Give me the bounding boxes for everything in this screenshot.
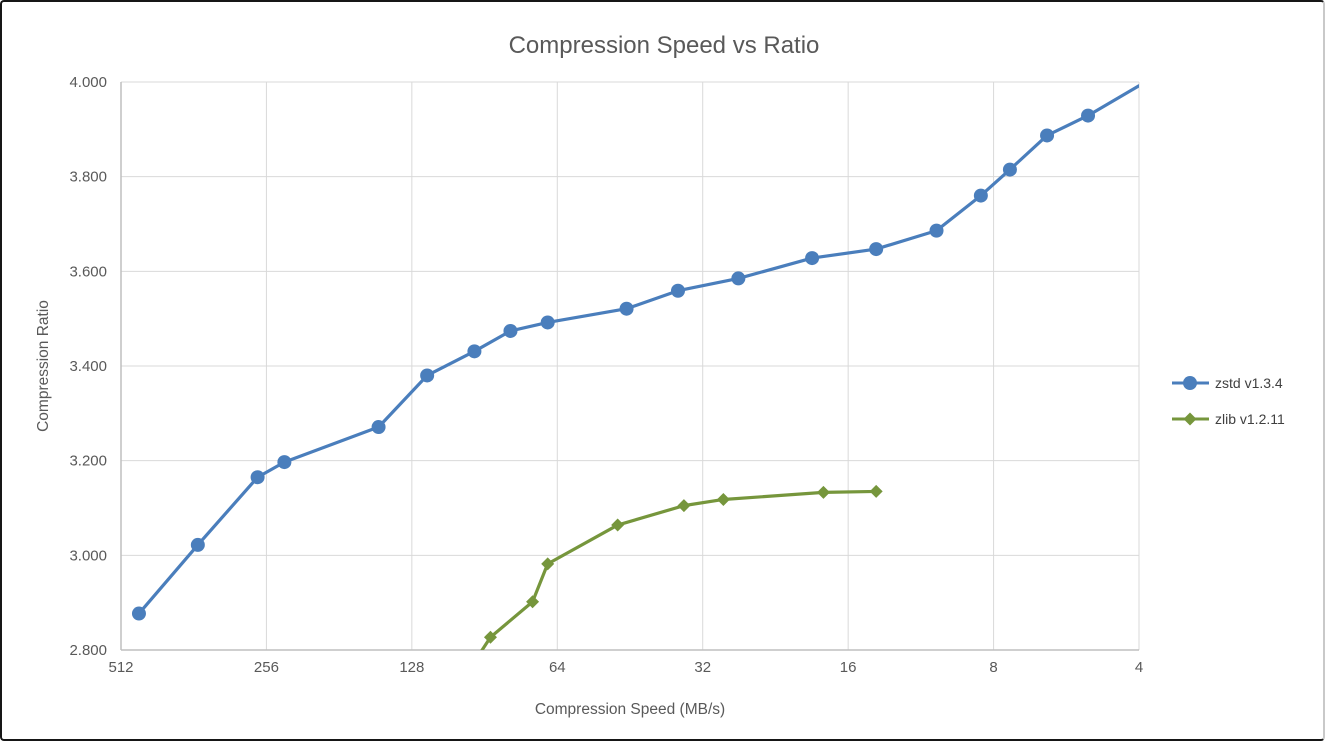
- legend-item-zstd: zstd v1.3.4: [1172, 375, 1283, 391]
- x-axis-title: Compression Speed (MB/s): [535, 701, 725, 718]
- data-point-circle: [251, 470, 265, 484]
- data-point-circle: [671, 284, 685, 298]
- data-point-circle: [620, 302, 634, 316]
- y-tick-label: 3.600: [69, 263, 107, 280]
- x-tick-label: 16: [840, 659, 857, 676]
- x-tick-label: 64: [549, 659, 566, 676]
- data-point-diamond: [541, 557, 554, 570]
- y-tick-label: 3.800: [69, 169, 107, 186]
- legend-diamond-marker-icon: [1184, 413, 1197, 426]
- y-tick-label: 3.200: [69, 453, 107, 470]
- data-point-circle: [1003, 163, 1017, 177]
- x-tick-label: 32: [694, 659, 711, 676]
- legend-item-zlib: zlib v1.2.11: [1172, 411, 1285, 427]
- data-point-circle: [1081, 109, 1095, 123]
- h-gridlines: [121, 82, 1139, 650]
- data-point-circle: [420, 368, 434, 382]
- data-point-diamond: [611, 519, 624, 532]
- legend-label-zlib: zlib v1.2.11: [1215, 411, 1285, 427]
- data-point-circle: [503, 324, 517, 338]
- x-tick-label: 256: [254, 659, 279, 676]
- data-point-diamond: [817, 486, 830, 499]
- x-tick-labels: 512 256 128 64 32 16 8 4: [108, 659, 1143, 676]
- x-tick-label: 8: [989, 659, 997, 676]
- series-line-0: [139, 86, 1139, 614]
- y-tick-label: 4.000: [69, 74, 107, 91]
- data-point-circle: [731, 271, 745, 285]
- data-point-diamond: [870, 485, 883, 498]
- data-point-circle: [541, 315, 555, 329]
- y-tick-labels: 2.800 3.000 3.200 3.400 3.600 3.800 4.000: [69, 74, 107, 659]
- data-point-circle: [930, 224, 944, 238]
- data-point-circle: [805, 251, 819, 265]
- x-tick-label: 4: [1135, 659, 1143, 676]
- chart-title: Compression Speed vs Ratio: [509, 32, 820, 59]
- x-tick-label: 512: [108, 659, 133, 676]
- data-point-circle: [191, 538, 205, 552]
- y-axis-title: Compression Ratio: [35, 300, 52, 432]
- data-point-circle: [132, 607, 146, 621]
- data-point-circle: [974, 189, 988, 203]
- data-point-circle: [1040, 128, 1054, 142]
- legend-label-zstd: zstd v1.3.4: [1215, 375, 1283, 391]
- y-tick-label: 3.000: [69, 547, 107, 564]
- legend-circle-marker-icon: [1183, 376, 1197, 390]
- legend: zstd v1.3.4 zlib v1.2.11: [1172, 375, 1285, 427]
- data-point-circle: [869, 242, 883, 256]
- series-0: [132, 86, 1139, 621]
- data-point-circle: [467, 344, 481, 358]
- data-point-diamond: [677, 499, 690, 512]
- data-point-circle: [277, 455, 291, 469]
- y-tick-label: 2.800: [69, 642, 107, 659]
- data-point-circle: [372, 420, 386, 434]
- x-tick-label: 128: [399, 659, 424, 676]
- data-point-diamond: [717, 493, 730, 506]
- y-tick-label: 3.400: [69, 358, 107, 375]
